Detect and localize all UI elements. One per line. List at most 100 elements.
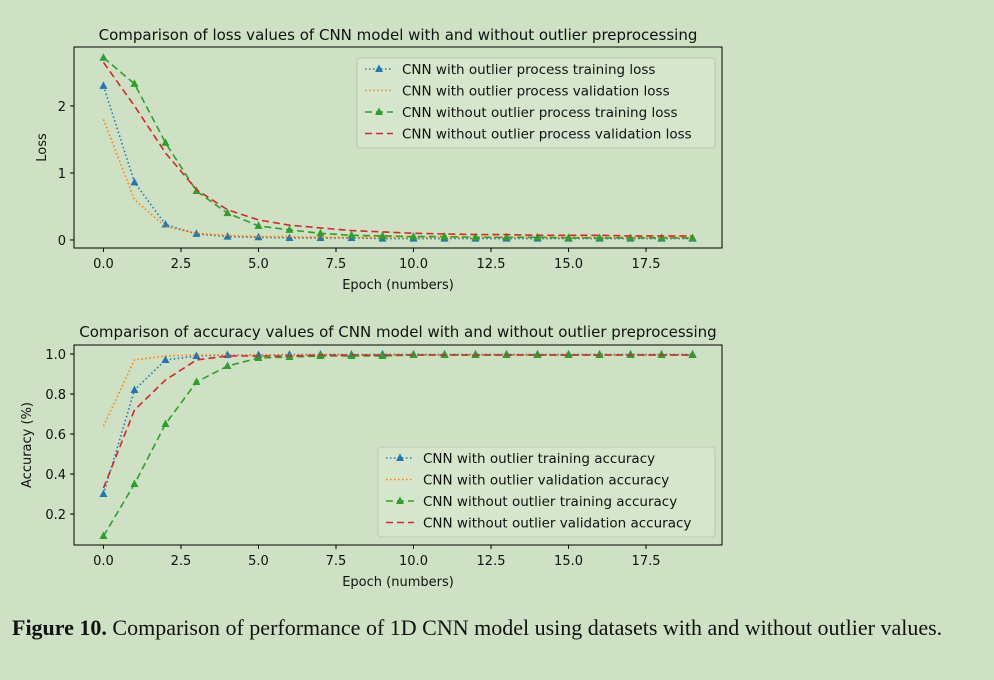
y-axis-label: Loss [35,133,50,162]
data-point [161,138,170,146]
series-1 [102,354,693,427]
data-point [130,385,139,393]
plot-area [73,344,723,546]
y-tick-label: 0.6 [45,428,66,443]
x-tick-label: 2.5 [171,257,192,272]
data-point [223,361,232,369]
data-point [99,81,108,89]
legend-item: CNN with outlier training accuracy [386,451,655,467]
data-point [347,230,356,239]
y-tick-label: 1 [58,167,66,182]
data-point [285,225,294,233]
data-point [223,208,232,217]
data-point [192,377,201,385]
data-point [378,351,387,359]
legend-item: CNN with outlier process validation loss [365,84,670,100]
data-point [99,489,108,497]
legend-item: CNN without outlier process validation l… [365,127,692,143]
series-3 [102,61,693,237]
x-tick-label: 7.5 [326,554,347,569]
series-line [102,57,693,239]
legend-label: CNN without outlier validation accuracy [423,516,691,532]
x-tick-label: 12.5 [477,257,506,272]
data-point [192,229,201,237]
data-point [502,232,511,241]
caption-text: Comparison of performance of 1D CNN mode… [106,615,943,640]
x-tick-label: 0.0 [93,257,114,272]
y-tick-label: 1.0 [45,348,66,363]
data-point [161,355,170,363]
legend-label: CNN without outlier training accuracy [423,494,677,510]
data-point [130,79,139,87]
data-point [688,350,697,358]
data-point [130,479,139,487]
y-tick-label: 0 [58,234,66,249]
data-point [378,231,387,239]
x-tick-label: 7.5 [326,257,347,272]
x-tick-label: 17.5 [632,554,661,569]
data-point [316,233,325,241]
legend-marker [396,496,404,504]
legend-label: CNN without outlier process validation l… [402,127,692,143]
data-point [595,233,604,241]
legend-marker [396,453,404,461]
legend-item: CNN without outlier process training los… [365,105,678,121]
data-point [564,233,573,241]
data-point [99,53,108,61]
y-tick-label: 0.4 [45,468,66,483]
data-point [440,232,449,240]
data-point [409,350,418,358]
legend-label: CNN without outlier process training los… [402,105,678,121]
figure-caption: Figure 10. Comparison of performance of … [12,612,972,644]
data-point [533,350,542,358]
x-tick-label: 10.0 [399,554,428,569]
data-point [626,233,635,241]
figure: Comparison of loss values of CNN model w… [20,26,723,590]
legend-label: CNN with outlier process validation loss [402,84,670,100]
x-axis-label: Epoch (numbers) [342,575,454,590]
legend-item: CNN with outlier validation accuracy [386,473,669,489]
legend-item: CNN without outlier training accuracy [386,494,677,510]
y-tick-label: 0.8 [45,388,66,403]
legend-label: CNN with outlier training accuracy [423,451,655,467]
legend: CNN with outlier training accuracy CNN wi… [377,446,716,538]
x-tick-label: 10.0 [399,257,428,272]
data-point [471,232,480,241]
y-tick-label: 0.2 [45,508,66,523]
plot-area [73,46,723,249]
x-tick-label: 15.0 [554,257,583,272]
legend-item: CNN with outlier process training loss [365,62,655,78]
series-line [102,354,693,427]
chart-loss: Comparison of loss values of CNN model w… [35,26,723,293]
data-point [688,233,697,241]
series-3 [102,354,693,489]
chart-accuracy: Comparison of accuracy values of CNN mod… [20,323,723,590]
data-point [99,531,108,539]
data-point [130,177,139,186]
data-point [254,353,263,361]
data-point [316,228,325,237]
x-tick-label: 0.0 [93,554,114,569]
data-point [161,419,170,427]
x-tick-label: 12.5 [477,554,506,569]
x-tick-label: 2.5 [171,554,192,569]
chart-title: Comparison of accuracy values of CNN mod… [79,323,716,341]
legend-label: CNN with outlier validation accuracy [423,473,669,489]
x-tick-label: 15.0 [554,554,583,569]
x-axis-label: Epoch (numbers) [342,278,454,293]
data-point [657,233,666,241]
legend-box [377,446,716,538]
data-point [285,233,294,241]
y-tick-label: 2 [58,100,66,115]
data-point [533,232,542,241]
y-axis-label: Accuracy (%) [20,402,35,488]
legend-marker [375,64,383,72]
data-point [254,221,263,229]
series-line [102,61,693,237]
legend-item: CNN without outlier validation accuracy [386,516,691,532]
x-tick-label: 17.5 [632,257,661,272]
legend-label: CNN with outlier process training loss [402,62,655,78]
data-point [192,351,201,359]
x-tick-label: 5.0 [248,554,269,569]
legend-marker [375,107,383,115]
